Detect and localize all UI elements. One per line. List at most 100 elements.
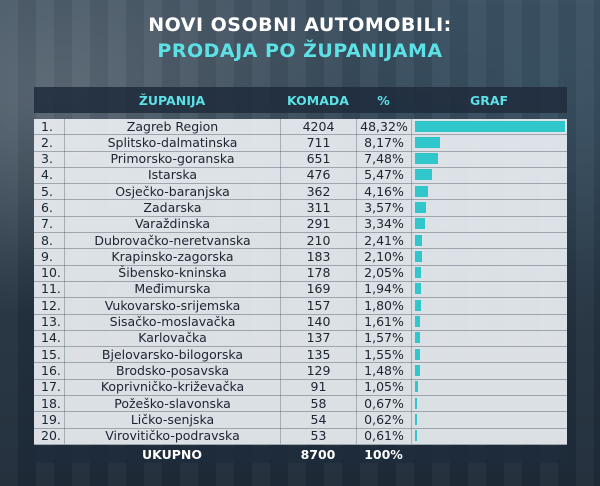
table-row: 12. Vukovarsko-srijemska 157 1,80% [34,297,567,315]
row-county-name: Varaždinska [64,216,280,233]
row-county-name: Ličko-senjska [64,411,280,429]
table-row: 6. Zadarska 311 3,57% [34,199,567,217]
row-bar-cell [411,183,567,200]
row-county-name: Karlovačka [64,330,280,347]
table-row: 4. Istarska 476 5,47% [34,167,567,185]
row-quantity: 291 [280,216,356,233]
row-quantity: 137 [280,330,356,347]
row-county-name: Požeško-slavonska [64,395,280,412]
row-percent: 1,94% [356,281,411,298]
row-quantity: 476 [280,167,356,184]
row-rank: 20. [41,428,61,444]
row-percent: 1,57% [356,330,411,347]
row-county-name: Koprivničko-križevačka [64,379,280,396]
table-row: 20. Virovitičko-podravska 53 0,61% [34,428,567,445]
total-label: UKUPNO [141,447,203,462]
row-county-name: Šibensko-kninska [64,265,280,282]
row-county-name: Brodsko-posavska [64,362,280,380]
header-zupanija: ŽUPANIJA [138,92,206,108]
row-bar-cell [411,411,567,429]
row-rank: 13. [41,314,61,330]
row-percent: 4,16% [356,183,411,200]
table-row: 17. Koprivničko-križevačka 91 1,05% [34,379,567,397]
table-row: 19. Ličko-senjska 54 0,62% [34,411,567,429]
total-pct: 100% [364,447,403,462]
row-percent: 1,05% [356,379,411,396]
bar-mark [415,397,418,409]
row-percent: 48,32% [356,118,411,135]
row-percent: 1,80% [356,297,411,315]
row-county-name: Osječko-baranjska [64,183,280,200]
total-rank [34,446,64,463]
row-bar-cell [411,281,567,298]
row-county-name: Zadarska [64,199,280,217]
bar-mark [415,364,420,376]
bar-mark [415,299,421,311]
bar-mark [415,332,420,344]
bar-mark [415,381,419,393]
table-header: ŽUPANIJA KOMADA % GRAF [34,87,567,113]
header-rank [34,87,64,113]
row-rank: 10. [41,265,61,281]
table-row: 11. Međimurska 169 1,94% [34,281,567,299]
row-rank: 2. [41,134,53,150]
row-bar-cell [411,314,567,331]
row-percent: 8,17% [356,134,411,152]
table-row: 13. Sisačko-moslavačka 140 1,61% [34,314,567,331]
table-row: 3. Primorsko-goranska 651 7,48% [34,151,567,168]
row-rank: 18. [41,395,61,411]
row-quantity: 54 [280,411,356,429]
row-rank: 5. [41,183,53,199]
row-bar-cell [411,167,567,184]
bar-mark [415,136,441,148]
total-row: UKUPNO 8700 100% [34,446,567,463]
row-bar-cell [411,248,567,266]
table-row: 15. Bjelovarsko-bilogorska 135 1,55% [34,346,567,364]
row-rank: 16. [41,362,61,378]
table-row: 9. Krapinsko-zagorska 183 2,10% [34,248,567,266]
header-graf: GRAF [469,92,509,108]
row-bar-cell [411,395,567,412]
table-row: 5. Osječko-baranjska 362 4,16% [34,183,567,201]
row-quantity: 711 [280,134,356,152]
total-bar-cell [411,446,567,463]
row-county-name: Zagreb Region [64,118,280,135]
row-bar-cell [411,134,567,152]
table-row: 18. Požeško-slavonska 58 0,67% [34,395,567,413]
bar-mark [415,267,422,279]
row-quantity: 183 [280,248,356,266]
bar-mark [415,201,427,213]
row-rank: 9. [41,248,53,264]
row-bar-cell [411,216,567,233]
row-rank: 3. [41,151,53,167]
row-percent: 0,67% [356,395,411,412]
row-bar-cell [411,346,567,363]
row-percent: 0,62% [356,411,411,429]
row-quantity: 311 [280,199,356,217]
table-row: 14. Karlovačka 137 1,57% [34,330,567,348]
row-county-name: Krapinsko-zagorska [64,248,280,266]
row-quantity: 4204 [280,118,356,135]
row-county-name: Virovitičko-podravska [64,428,280,445]
row-rank: 4. [41,167,53,183]
row-quantity: 178 [280,265,356,282]
row-bar-cell [411,151,567,168]
title-line-1: NOVI OSOBNI AUTOMOBILI: [148,14,452,36]
row-quantity: 157 [280,297,356,315]
row-county-name: Međimurska [64,281,280,298]
total-qty: 8700 [300,447,336,462]
row-quantity: 169 [280,281,356,298]
row-quantity: 362 [280,183,356,200]
row-quantity: 651 [280,151,356,168]
row-quantity: 135 [280,346,356,363]
row-rank: 14. [41,330,61,346]
row-percent: 1,61% [356,314,411,331]
bar-mark [415,185,428,197]
row-percent: 2,10% [356,248,411,266]
row-percent: 2,41% [356,232,411,249]
row-rank: 17. [41,379,61,395]
bar-mark [415,413,417,425]
row-bar-cell [411,428,567,445]
bar-mark [415,234,423,246]
bar-mark [415,153,439,165]
